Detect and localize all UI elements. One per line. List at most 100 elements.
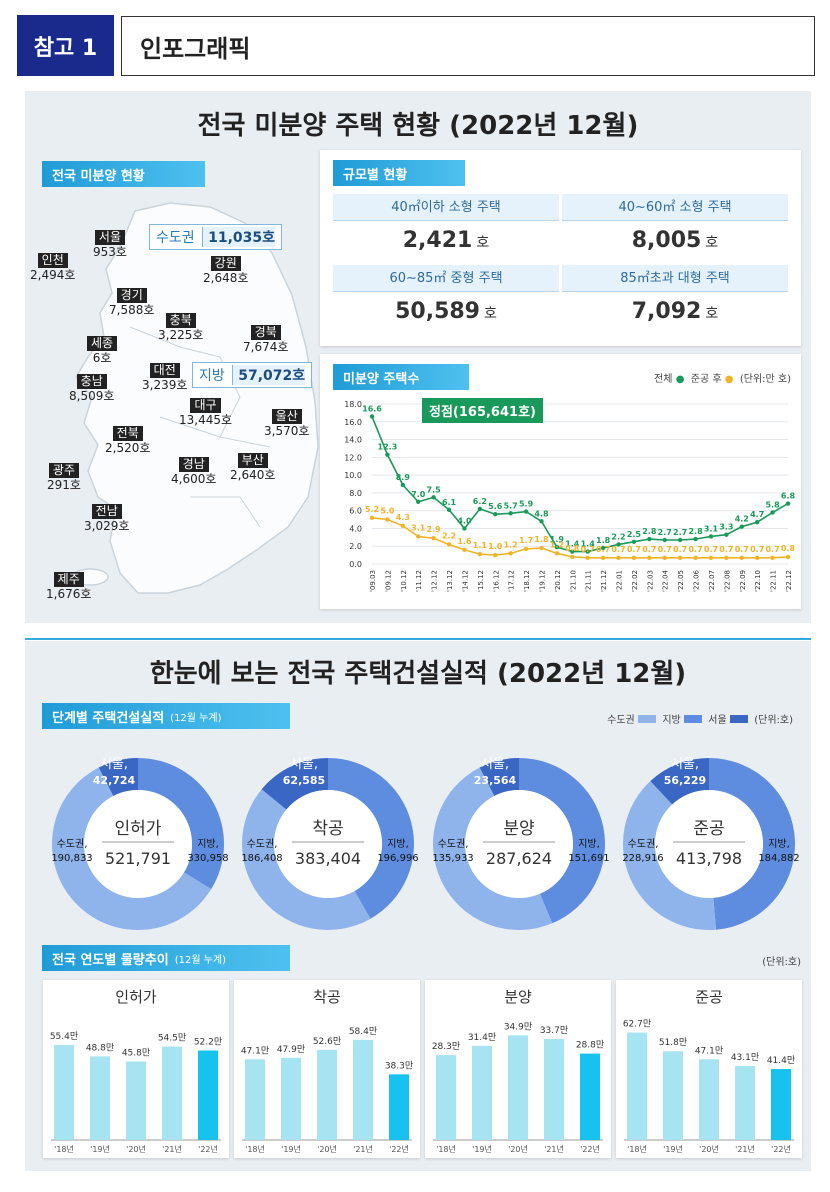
data-point bbox=[647, 536, 652, 542]
y-tick-label: 4.0 bbox=[349, 524, 362, 533]
bar bbox=[436, 1055, 456, 1140]
data-point bbox=[693, 555, 698, 560]
bar bbox=[735, 1066, 755, 1140]
bar-category-label: '19년 bbox=[90, 1144, 110, 1154]
donut-total: 413,798 bbox=[676, 849, 742, 868]
data-point bbox=[616, 542, 621, 547]
bar-category-label: '21년 bbox=[735, 1144, 755, 1154]
bar-value-label: 31.4만 bbox=[468, 1032, 496, 1043]
bar-category-label: '20년 bbox=[699, 1144, 719, 1154]
seoul-value: 62,585 bbox=[283, 774, 325, 787]
bar bbox=[472, 1045, 492, 1140]
bar-category-label: '20년 bbox=[126, 1144, 146, 1154]
data-point bbox=[416, 499, 421, 504]
region-busan: 부산 2,640호 bbox=[230, 453, 276, 482]
data-label: 4.3 bbox=[396, 513, 410, 522]
section2-title: 한눈에 보는 전국 주택건설실적 (2022년 12월) bbox=[149, 659, 687, 689]
data-point bbox=[400, 523, 406, 528]
data-label: 1.8 bbox=[534, 535, 549, 544]
data-label: 3.1 bbox=[411, 523, 426, 532]
page-title: 인포그래픽 bbox=[121, 16, 815, 76]
data-label: 7.5 bbox=[427, 485, 442, 494]
peak-callout: 정점(165,641호) bbox=[422, 398, 543, 423]
local-label: 지방, bbox=[578, 838, 600, 850]
bar-category-label: '18년 bbox=[54, 1144, 74, 1154]
data-point bbox=[508, 511, 513, 516]
y-tick-label: 18.0 bbox=[344, 400, 362, 409]
bar-card-complete: 준공 62.7만 '18년 51.8만 '19년 47.1만 '20년 43.1만 '21년 41… bbox=[616, 980, 802, 1158]
bar bbox=[627, 1032, 647, 1140]
capital-value: 190,833 bbox=[51, 853, 92, 864]
region-chungbuk: 충북 3,225호 bbox=[158, 313, 204, 342]
bar-value-label: 62.7만 bbox=[623, 1019, 651, 1030]
data-point bbox=[600, 545, 606, 551]
bar bbox=[198, 1050, 218, 1140]
data-label: 4.8 bbox=[534, 509, 549, 518]
bar-value-label: 28.3만 bbox=[432, 1041, 460, 1052]
data-label: 2.8 bbox=[688, 527, 703, 536]
trend-section-label: 미분양 주택수 bbox=[333, 364, 469, 390]
bar-category-label: '19년 bbox=[663, 1144, 683, 1154]
donut-slice bbox=[51, 767, 212, 930]
data-label: 2.2 bbox=[611, 532, 625, 541]
local-value: 330,958 bbox=[187, 853, 228, 864]
donut-slice bbox=[242, 789, 371, 930]
data-label: 1.4 bbox=[565, 540, 580, 549]
y-tick-label: 6.0 bbox=[349, 507, 362, 516]
x-tick-label: '09.03 bbox=[369, 570, 377, 592]
x-tick-label: '22.03 bbox=[646, 570, 654, 592]
bar bbox=[389, 1074, 409, 1140]
bar-category-label: '18년 bbox=[436, 1144, 456, 1154]
bar-category-label: '20년 bbox=[317, 1144, 337, 1154]
region-incheon: 인천 2,494호 bbox=[30, 253, 76, 282]
donut-slice bbox=[432, 767, 553, 931]
seoul-label: 서울, bbox=[290, 757, 318, 772]
bar bbox=[90, 1056, 110, 1140]
donut-total: 521,791 bbox=[105, 849, 171, 868]
scale-card: 규모별 현황 40㎡이하 소형 주택 2,421 호 40~60㎡ 소형 주택 8… bbox=[320, 150, 801, 346]
data-label: 0.7 bbox=[596, 545, 610, 554]
x-tick-label: '22.02 bbox=[631, 570, 639, 592]
scale-section-label: 규모별 현황 bbox=[333, 160, 465, 186]
bar-value-label: 34.9만 bbox=[504, 1021, 532, 1032]
bar-card-start: 착공 47.1만 '18년 47.9만 '19년 52.6만 '20년 58.4만 '21년 38… bbox=[234, 980, 420, 1158]
bar bbox=[663, 1051, 683, 1140]
bar-category-label: '21년 bbox=[544, 1144, 564, 1154]
seoul-value: 23,564 bbox=[474, 774, 517, 787]
capital-label: 수도권 bbox=[156, 230, 195, 246]
donut-slice bbox=[650, 758, 709, 805]
data-label: 8.9 bbox=[396, 473, 411, 482]
capital-value: 228,916 bbox=[622, 853, 663, 864]
region-gyeongbuk: 경북 7,674호 bbox=[243, 325, 289, 354]
y-tick-label: 2.0 bbox=[349, 542, 362, 551]
region-gangwon: 강원 2,648호 bbox=[203, 256, 249, 285]
data-label: 0.7 bbox=[673, 545, 687, 554]
capital-label: 수도권, bbox=[57, 838, 88, 850]
bar-card-sale: 분양 28.3만 '18년 31.4만 '19년 34.9만 '20년 33.7만 '21년 28… bbox=[425, 980, 611, 1158]
donut-title: 인허가 bbox=[115, 819, 162, 839]
donut-charts: 인허가 521,791 서울, 42,724 수도권, 190,833 지방, 330,958… bbox=[51, 757, 800, 931]
series-line-completed bbox=[371, 516, 789, 559]
reference-badge: 참고 1 bbox=[17, 15, 114, 76]
data-label: 2.8 bbox=[642, 527, 657, 536]
region-ulsan: 울산 3,570호 bbox=[264, 409, 310, 438]
bar-category-label: '18년 bbox=[627, 1144, 647, 1154]
data-point bbox=[585, 549, 590, 554]
data-label: 0.7 bbox=[704, 545, 718, 554]
x-tick-label: '22.09 bbox=[739, 570, 747, 592]
capital-value: 11,035호 bbox=[202, 227, 275, 247]
scale-cell-medium: 60~85㎡ 중형 주택 50,589 호 bbox=[333, 265, 559, 333]
map-section-label: 전국 미분양 현황 bbox=[42, 161, 205, 187]
data-point bbox=[539, 519, 544, 524]
data-point bbox=[369, 414, 375, 419]
region-daegu: 대구 13,445호 bbox=[179, 398, 233, 427]
data-point bbox=[754, 520, 760, 525]
data-point bbox=[369, 515, 375, 520]
data-label: 2.2 bbox=[442, 531, 456, 540]
data-label: 16.6 bbox=[362, 404, 382, 413]
bar-value-label: 41.4만 bbox=[767, 1055, 795, 1066]
donut-title: 분양 bbox=[503, 819, 534, 839]
data-point bbox=[508, 551, 513, 556]
donut-total: 383,404 bbox=[295, 849, 361, 868]
bar-category-label: '20년 bbox=[508, 1144, 528, 1154]
